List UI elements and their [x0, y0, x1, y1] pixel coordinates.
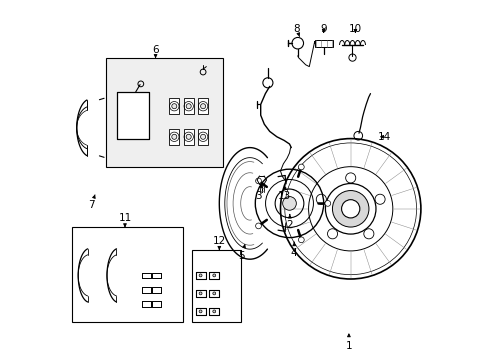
Circle shape — [332, 190, 368, 227]
Circle shape — [255, 223, 261, 229]
Bar — [169, 129, 179, 145]
Circle shape — [212, 292, 215, 295]
Circle shape — [200, 134, 205, 139]
Text: 8: 8 — [293, 24, 300, 37]
Circle shape — [200, 104, 205, 109]
Bar — [169, 98, 179, 114]
Circle shape — [199, 274, 202, 277]
Circle shape — [118, 117, 133, 133]
Circle shape — [135, 107, 145, 117]
Circle shape — [171, 104, 177, 109]
Text: 1: 1 — [345, 334, 351, 351]
Bar — [117, 92, 149, 139]
Text: 13: 13 — [278, 186, 291, 201]
Bar — [198, 129, 208, 145]
Circle shape — [121, 107, 130, 117]
Text: 12: 12 — [212, 236, 225, 249]
Text: 4: 4 — [290, 242, 297, 258]
Circle shape — [255, 178, 261, 184]
Text: 2: 2 — [286, 215, 293, 230]
Bar — [198, 98, 208, 114]
Text: 6: 6 — [152, 45, 159, 58]
Circle shape — [212, 310, 215, 313]
Circle shape — [132, 117, 148, 133]
Circle shape — [121, 120, 130, 130]
Circle shape — [199, 310, 202, 313]
Text: 11: 11 — [118, 213, 131, 226]
Bar — [192, 250, 241, 322]
Text: 9: 9 — [320, 24, 326, 34]
Bar — [314, 40, 332, 47]
Text: 14: 14 — [378, 132, 391, 142]
Circle shape — [118, 104, 133, 120]
Circle shape — [199, 292, 202, 295]
Circle shape — [324, 201, 330, 206]
Circle shape — [282, 197, 296, 210]
Bar — [183, 129, 193, 145]
Circle shape — [186, 134, 191, 139]
Circle shape — [212, 274, 215, 277]
Circle shape — [186, 104, 191, 109]
Text: 3: 3 — [255, 185, 262, 201]
Circle shape — [171, 134, 177, 139]
Circle shape — [135, 120, 145, 130]
Circle shape — [341, 200, 359, 218]
Bar — [72, 227, 183, 322]
Circle shape — [132, 104, 148, 120]
Text: 10: 10 — [348, 24, 361, 34]
Text: 5: 5 — [238, 245, 245, 261]
Bar — [183, 98, 193, 114]
Circle shape — [298, 164, 304, 170]
Bar — [106, 58, 223, 167]
Text: 7: 7 — [88, 195, 95, 210]
Circle shape — [298, 237, 304, 243]
